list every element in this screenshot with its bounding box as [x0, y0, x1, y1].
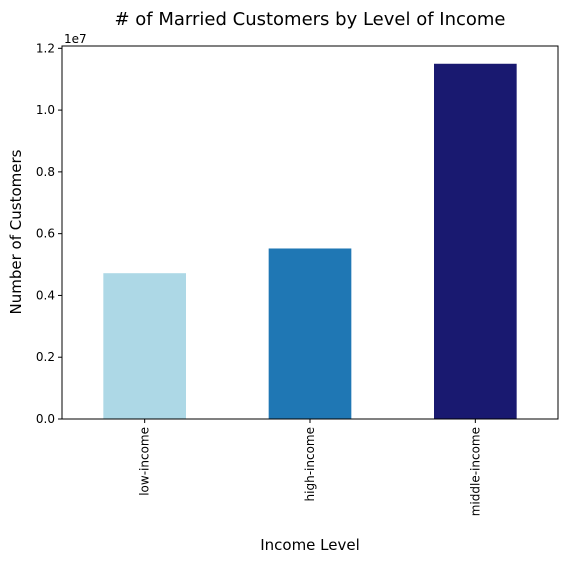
- bar-low-income: [103, 273, 186, 419]
- bar-high-income: [269, 248, 352, 419]
- y-tick-label: 0.8: [36, 165, 55, 179]
- y-tick-label: 0.2: [36, 350, 55, 364]
- y-tick-label: 0.0: [36, 412, 55, 426]
- x-tick-label: high-income: [303, 427, 317, 501]
- y-tick-label: 0.4: [36, 288, 55, 302]
- x-axis-label: Income Level: [260, 536, 360, 554]
- y-axis-label: Number of Customers: [7, 149, 25, 314]
- chart-title: # of Married Customers by Level of Incom…: [114, 9, 505, 30]
- y-tick-label: 1.2: [36, 41, 55, 55]
- y-tick-label: 1.0: [36, 103, 55, 117]
- y-offset-label: 1e7: [64, 32, 87, 46]
- x-tick-label: middle-income: [468, 427, 482, 516]
- y-tick-label: 0.6: [36, 227, 55, 241]
- bar-middle-income: [434, 64, 517, 419]
- x-tick-label: low-income: [138, 427, 152, 496]
